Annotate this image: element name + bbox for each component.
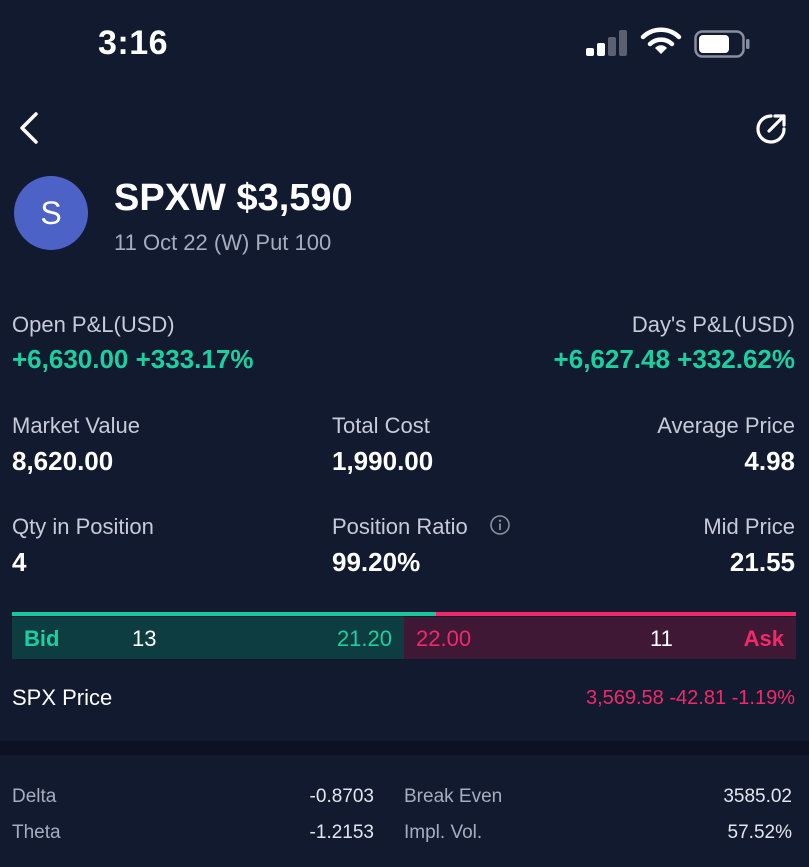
- market-value-label: Market Value: [12, 413, 140, 438]
- impl-vol-value: 57.52%: [727, 822, 792, 843]
- status-time: 3:16: [98, 24, 169, 62]
- break-even-value: 3585.02: [723, 786, 792, 807]
- avatar: S: [14, 176, 88, 250]
- break-even-label: Break Even: [404, 786, 503, 807]
- open-pnl-label: Open P&L(USD): [12, 312, 175, 337]
- day-pnl-value: +6,627.48 +332.62%: [553, 344, 795, 374]
- theta-value: -1.2153: [309, 822, 374, 843]
- bid-size: 13: [132, 626, 157, 651]
- bid-depth-bar: [12, 612, 436, 616]
- avatar-letter: S: [40, 194, 62, 231]
- page-title: SPXW $3,590: [114, 177, 353, 219]
- total-cost: 1,990.00: [332, 446, 434, 476]
- info-icon[interactable]: [489, 514, 511, 536]
- theta-label: Theta: [12, 822, 61, 843]
- position-ratio: 99.20%: [332, 547, 421, 577]
- delta-value: -0.8703: [309, 786, 374, 807]
- signal-icon: [586, 30, 630, 56]
- spx-price-label: SPX Price: [12, 685, 113, 710]
- ask-size: 11: [650, 626, 673, 651]
- ask-label: Ask: [743, 626, 784, 651]
- ask-price: 22.00: [416, 626, 472, 651]
- contract-subtitle: 11 Oct 22 (W) Put 100: [114, 230, 332, 255]
- average-price-label: Average Price: [657, 413, 795, 438]
- mid-price: 21.55: [729, 547, 795, 577]
- share-button[interactable]: [752, 110, 790, 148]
- bid-price: 21.20: [336, 626, 392, 651]
- ask-quote[interactable]: 22.00 11 Ask: [404, 617, 796, 659]
- impl-vol-label: Impl. Vol.: [404, 822, 483, 843]
- wifi-icon: [640, 27, 682, 54]
- spx-price-value: 3,569.58 -42.81 -1.19%: [585, 687, 795, 709]
- total-cost-label: Total Cost: [332, 413, 430, 438]
- qty-value: 4: [12, 547, 27, 577]
- day-pnl-label: Day's P&L(USD): [631, 312, 795, 337]
- battery-icon: [694, 30, 750, 58]
- open-pnl-value: +6,630.00 +333.17%: [12, 344, 254, 374]
- bid-quote[interactable]: Bid 13 21.20: [12, 617, 404, 659]
- bid-label: Bid: [24, 626, 60, 651]
- position-ratio-label: Position Ratio: [332, 514, 468, 539]
- qty-label: Qty in Position: [12, 514, 154, 539]
- average-price: 4.98: [744, 446, 795, 476]
- ask-depth-bar: [436, 612, 796, 616]
- section-divider: [0, 741, 809, 755]
- mid-price-label: Mid Price: [703, 514, 795, 539]
- delta-label: Delta: [12, 786, 57, 807]
- back-button[interactable]: [12, 108, 48, 148]
- market-value: 8,620.00: [12, 446, 114, 476]
